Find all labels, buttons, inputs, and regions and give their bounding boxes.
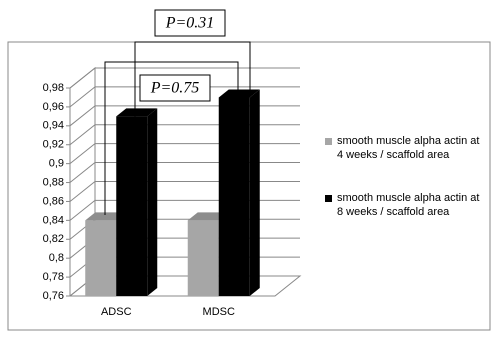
x-tick-label: MDSC <box>203 306 235 318</box>
bracket <box>134 41 251 215</box>
bar <box>116 116 148 296</box>
y-tick-label: 0,76 <box>43 290 64 302</box>
bar-top <box>187 212 229 221</box>
annotation-box <box>154 9 226 37</box>
y-tick-label: 0,96 <box>43 101 64 113</box>
legend-swatch <box>325 138 332 145</box>
bar-top <box>116 108 158 117</box>
grid-line <box>69 86 300 108</box>
bar <box>187 220 219 296</box>
annotation: P=0.75 <box>150 80 200 97</box>
y-tick-label: 0,78 <box>43 271 64 283</box>
y-tick-label: 0,92 <box>43 139 64 151</box>
y-tick-label: 0,9 <box>49 158 64 170</box>
legend-label: smooth muscle alpha actin at 8 weeks / s… <box>337 192 480 218</box>
y-tick-label: 0,98 <box>43 82 64 94</box>
bar <box>85 220 117 296</box>
bar-side <box>147 108 158 296</box>
y-tick-label: 0,88 <box>43 176 64 188</box>
y-tick-label: 0,8 <box>49 252 64 264</box>
grid-line <box>69 67 300 89</box>
y-tick-label: 0,84 <box>43 214 64 226</box>
legend-swatch <box>325 195 332 202</box>
y-tick-label: 0,94 <box>43 120 64 132</box>
y-tick-label: 0,86 <box>43 195 64 207</box>
y-tick-label: 0,82 <box>43 233 64 245</box>
annotation: P=0.31 <box>165 15 215 32</box>
bracket <box>104 61 239 215</box>
x-tick-label: ADSC <box>101 306 132 318</box>
bar-side <box>249 89 260 296</box>
legend-label: smooth muscle alpha actin at 4 weeks / s… <box>337 135 480 161</box>
annotation-box <box>139 74 211 102</box>
bar <box>218 97 250 296</box>
bar-top <box>85 212 127 221</box>
